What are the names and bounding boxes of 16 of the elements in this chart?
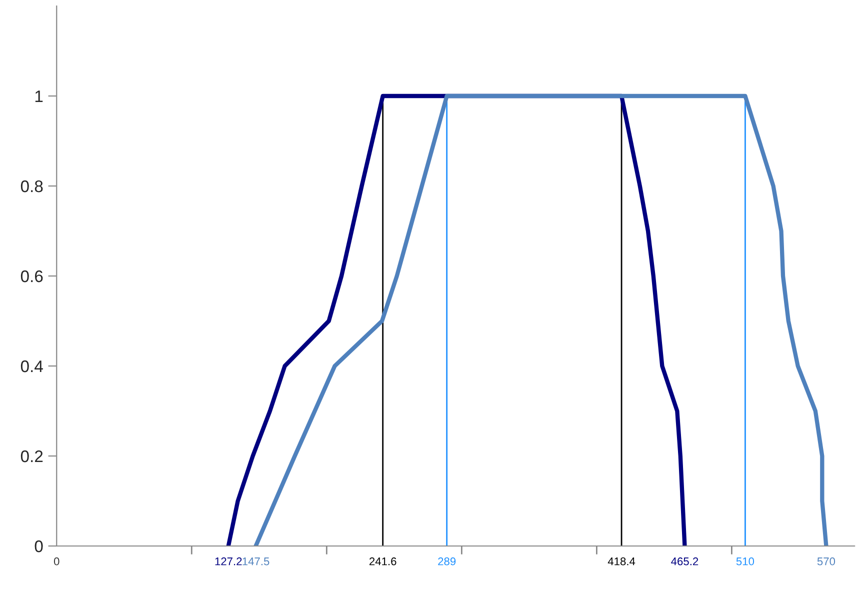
line-series (254, 94, 828, 546)
x-tick-label: 418.4 (608, 557, 636, 566)
y-tick-label: 0.2 (20, 450, 43, 462)
y-tick-label: 0 (34, 540, 43, 552)
y-tick-label: 0.6 (20, 270, 43, 282)
x-tick-label: 510 (736, 557, 754, 566)
x-tick-label: 570 (817, 557, 836, 566)
x-tick-label: 127.2 (215, 557, 242, 566)
x-tick-label: 0 (54, 557, 60, 566)
x-tick-label: 289 (438, 557, 456, 566)
y-tick-label: 0.4 (20, 360, 43, 372)
y-tick-label: 0.8 (20, 180, 43, 192)
x-tick-label: 241.6 (369, 557, 396, 566)
x-tick-label: 147.5 (242, 558, 270, 566)
x-tick-label: 465.2 (671, 557, 698, 566)
y-tick-label: 1 (35, 90, 43, 102)
